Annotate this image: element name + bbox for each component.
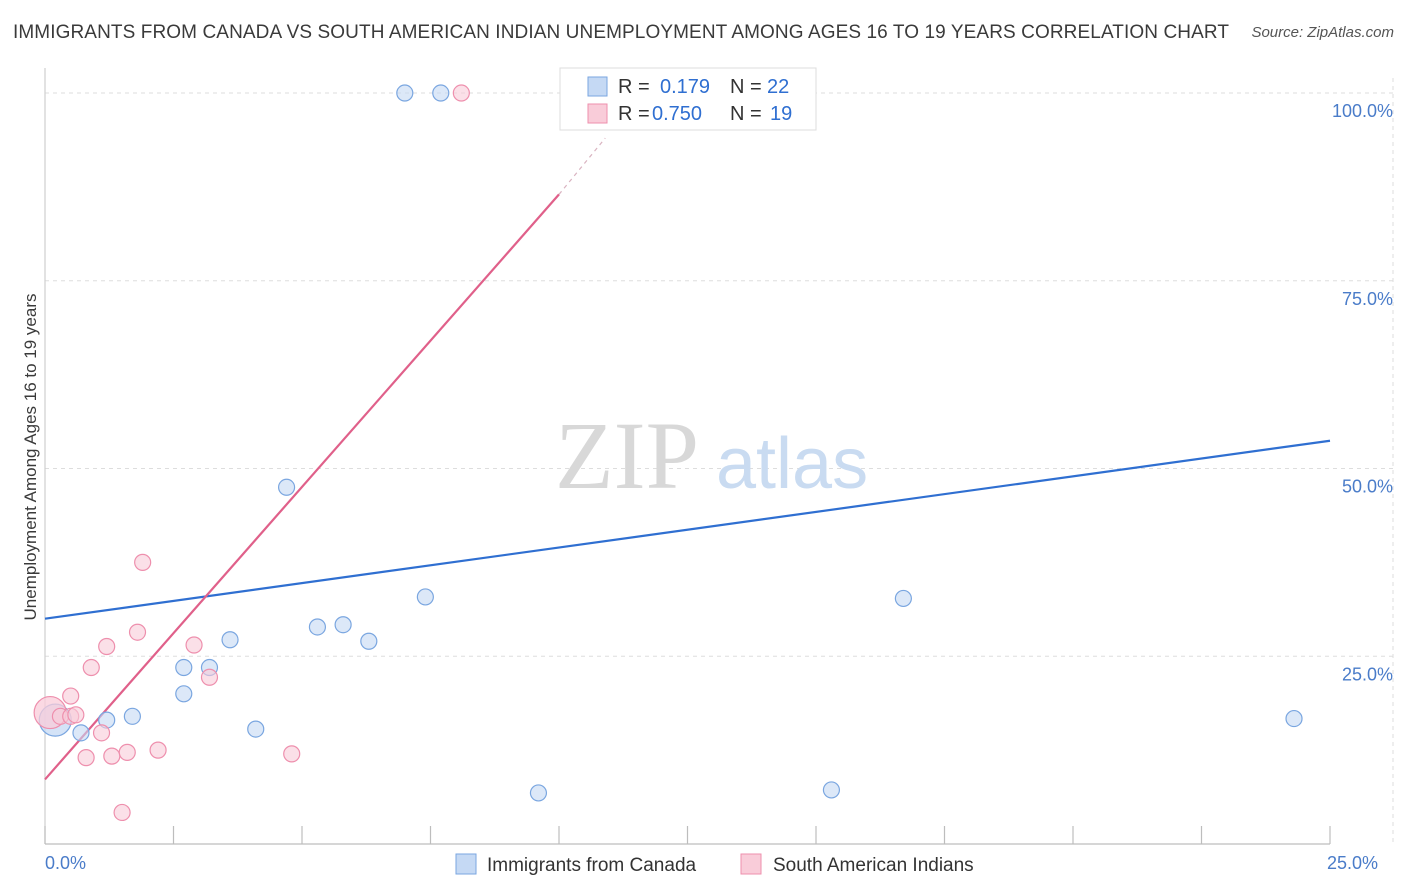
axis-layer: 25.0% 50.0% 75.0% 100.0% 0.0% 25.0% bbox=[44, 68, 1393, 873]
point-blue-20 bbox=[894, 589, 912, 608]
legend-n-label-2: N = bbox=[730, 103, 762, 125]
y-tick-label-2: 75.0% bbox=[1342, 289, 1393, 309]
legend-r-label-2: R = bbox=[618, 103, 650, 125]
legend-n-value-1: 22 bbox=[767, 76, 789, 98]
point-blue-14 bbox=[396, 84, 414, 102]
bottom-legend-label-canada: Immigrants from Canada bbox=[487, 855, 697, 876]
point-blue-5 bbox=[175, 658, 193, 677]
point-pink-3 bbox=[62, 687, 80, 705]
bottom-legend-swatch-pink bbox=[740, 853, 762, 875]
grid-layer bbox=[45, 78, 1394, 844]
legend-n-value-2: 19 bbox=[770, 103, 792, 125]
point-pink-18 bbox=[452, 84, 470, 102]
chart-title: IMMIGRANTS FROM CANADA VS SOUTH AMERICAN… bbox=[13, 22, 1230, 43]
point-pink-14 bbox=[149, 741, 167, 759]
point-blue-12 bbox=[360, 632, 378, 650]
watermark-zip: ZIP bbox=[555, 402, 699, 509]
y-tick-label-3: 100.0% bbox=[1332, 101, 1393, 121]
point-pink-10 bbox=[113, 803, 131, 822]
point-pink-13 bbox=[134, 553, 152, 571]
point-pink-11 bbox=[118, 743, 136, 761]
point-pink-15 bbox=[185, 636, 203, 654]
point-pink-5 bbox=[77, 749, 95, 767]
point-blue-2 bbox=[72, 724, 90, 742]
x-tick-label-1: 25.0% bbox=[1327, 853, 1378, 873]
point-blue-18 bbox=[529, 784, 548, 802]
bottom-legend-label-sa-indians: South American Indians bbox=[773, 855, 974, 876]
point-blue-13 bbox=[416, 588, 434, 606]
point-pink-6 bbox=[82, 658, 100, 677]
legend-n-label-1: N = bbox=[730, 76, 762, 98]
trend-layer bbox=[44, 137, 1331, 781]
y-tick-label-1: 50.0% bbox=[1342, 477, 1393, 497]
trend-line-blue bbox=[44, 439, 1331, 620]
point-blue-19 bbox=[822, 781, 841, 799]
series-legend: Immigrants from Canada South American In… bbox=[455, 853, 974, 876]
x-tick-label-0: 0.0% bbox=[45, 853, 86, 873]
legend-swatch-blue bbox=[587, 76, 608, 97]
point-pink-7 bbox=[92, 724, 111, 742]
point-blue-11 bbox=[334, 616, 352, 634]
watermark-atlas: atlas bbox=[716, 424, 868, 504]
legend-r-label-1: R = bbox=[618, 76, 650, 98]
chart-source: Source: ZipAtlas.com bbox=[1251, 24, 1394, 41]
point-blue-21 bbox=[1285, 709, 1303, 728]
bottom-legend-swatch-blue bbox=[455, 853, 477, 875]
point-pink-16 bbox=[200, 668, 219, 686]
point-pink-4 bbox=[67, 706, 85, 724]
point-blue-3 bbox=[123, 707, 141, 725]
correlation-legend: R = 0.179 N = 22 R = 0.750 N = 19 bbox=[559, 67, 817, 131]
trend-line-extension-pink bbox=[558, 137, 606, 195]
point-blue-10 bbox=[308, 618, 327, 636]
point-blue-4 bbox=[175, 685, 193, 703]
point-blue-15 bbox=[432, 84, 450, 102]
trend-line-pink bbox=[44, 193, 560, 781]
y-tick-label-0: 25.0% bbox=[1342, 664, 1393, 684]
points-layer bbox=[33, 84, 1303, 822]
point-blue-8 bbox=[247, 720, 265, 738]
y-axis-label: Unemployment Among Ages 16 to 19 years bbox=[21, 294, 40, 621]
legend-r-value-1: 0.179 bbox=[660, 76, 710, 98]
point-pink-17 bbox=[283, 745, 301, 763]
legend-swatch-pink bbox=[587, 103, 608, 124]
point-blue-9 bbox=[277, 478, 296, 496]
point-pink-9 bbox=[103, 747, 121, 765]
point-blue-7 bbox=[221, 631, 239, 649]
legend-r-value-2: 0.750 bbox=[652, 103, 702, 125]
point-pink-8 bbox=[98, 637, 116, 656]
point-pink-12 bbox=[128, 623, 147, 641]
